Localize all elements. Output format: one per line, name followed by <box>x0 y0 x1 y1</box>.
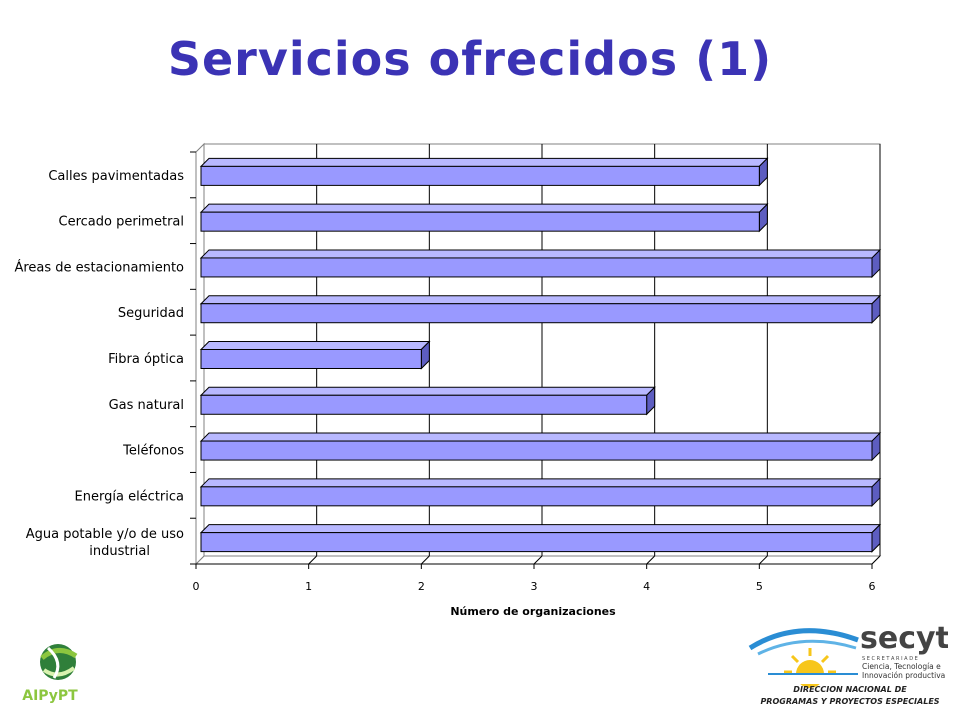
category-label: Áreas de estacionamiento <box>14 259 184 275</box>
secyt-logo-subtitle-1: S E C R E T A R I A D E <box>862 656 918 662</box>
x-tick-label: 6 <box>869 580 876 593</box>
category-label: Seguridad <box>118 306 184 321</box>
bar-front <box>200 303 873 324</box>
bar-front <box>200 349 422 369</box>
secyt-logo-footer-2: PROGRAMAS Y PROYECTOS ESPECIALES <box>760 697 939 706</box>
bar-top <box>199 432 882 442</box>
x-tick-label: 2 <box>418 580 425 593</box>
bar <box>199 294 882 324</box>
bar-top <box>199 203 769 213</box>
secyt-logo-subtitle-3: Innovación productiva <box>862 671 945 680</box>
bar <box>199 157 769 187</box>
bar-chart: Calles pavimentadas Cercado perimetral Áre… <box>14 142 882 618</box>
secyt-logo-subtitle-2: Ciencia, Tecnología e <box>862 662 941 671</box>
category-label: Fibra óptica <box>108 352 184 367</box>
x-tick-label: 3 <box>531 580 538 593</box>
x-tick-label: 5 <box>756 580 763 593</box>
bar-front <box>200 440 873 461</box>
bar-top <box>199 295 882 305</box>
bar <box>199 340 431 370</box>
bar <box>199 431 882 462</box>
gridline-floor <box>533 555 543 565</box>
bar-top <box>199 386 656 396</box>
aipypt-logo-text: AIPyPT <box>22 688 78 704</box>
chart-category-labels: Calles pavimentadas Cercado perimetral Áre… <box>14 169 184 559</box>
bar-top <box>199 341 431 350</box>
gridline-floor <box>420 555 430 565</box>
secyt-logo: secyt S E C R E T A R I A D E Ciencia, T… <box>748 621 948 706</box>
secyt-logo-footer-1: DIRECCION NACIONAL DE <box>793 685 907 694</box>
category-label: Calles pavimentadas <box>48 169 184 184</box>
bar-front <box>200 394 648 415</box>
bar <box>199 202 769 233</box>
bar-top <box>199 524 882 534</box>
bar-front <box>200 211 760 232</box>
bar <box>199 523 882 553</box>
secyt-logo-name: secyt <box>860 621 948 656</box>
x-axis-label: Número de organizaciones <box>450 605 616 618</box>
slide-title: Servicios ofrecidos (1) <box>167 32 773 86</box>
gridline-floor <box>646 555 656 565</box>
chart-bars <box>199 157 882 553</box>
bar-top <box>199 478 882 488</box>
x-tick-label: 0 <box>193 580 200 593</box>
gridline-floor <box>871 555 881 565</box>
gridline-floor <box>758 555 768 565</box>
category-label: Agua potable y/o de uso industrial <box>26 527 184 559</box>
bar-front <box>200 257 873 278</box>
bar-top <box>199 249 882 259</box>
bar-front <box>200 486 873 507</box>
bar <box>199 477 882 508</box>
bar-top <box>199 157 769 167</box>
category-label: Gas natural <box>109 398 184 413</box>
category-label: Teléfonos <box>122 444 184 459</box>
chart-x-ticks: 0 1 2 3 4 5 6 <box>193 564 876 593</box>
bar-front <box>200 532 873 553</box>
bar <box>199 386 656 416</box>
gridline-floor <box>308 555 318 565</box>
bar <box>199 248 882 279</box>
category-label: Cercado perimetral <box>59 215 184 230</box>
aipypt-logo: AIPyPT <box>22 644 78 704</box>
bar-front <box>200 165 760 186</box>
x-tick-label: 1 <box>305 580 312 593</box>
sun-logo-icon <box>748 628 859 688</box>
globe-logo-icon <box>40 644 78 680</box>
category-label: Energía eléctrica <box>75 489 184 504</box>
x-tick-label: 4 <box>643 580 650 593</box>
